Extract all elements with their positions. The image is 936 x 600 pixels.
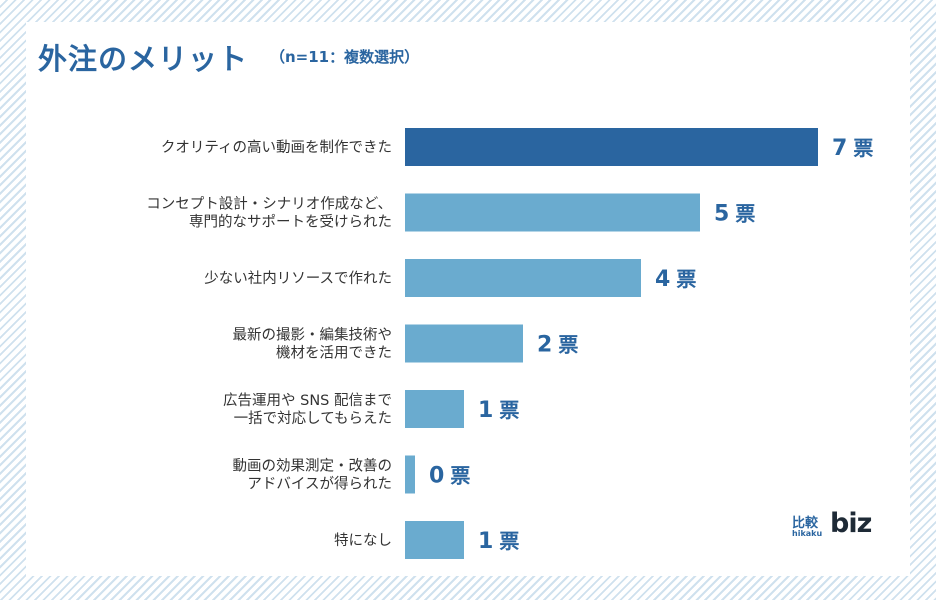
bar-3 xyxy=(405,324,523,363)
value-unit-3: 票 xyxy=(558,333,578,357)
chart-panel xyxy=(26,22,910,576)
bar-5 xyxy=(405,455,415,494)
bar-2 xyxy=(405,259,641,297)
logo-en-text: biz xyxy=(830,508,872,539)
value-unit-5: 票 xyxy=(450,464,470,488)
logo-sub-text: hikaku xyxy=(792,529,823,538)
category-label-2-0: 少ない社内リソースで作れた xyxy=(204,270,392,287)
category-label-1-0: コンセプト設計・シナリオ作成など、 xyxy=(146,196,392,213)
category-label-4-0: 広告運用や SNS 配信まで xyxy=(223,392,392,409)
chart-title: 外注のメリット xyxy=(38,42,249,76)
category-label-6-0: 特になし xyxy=(334,532,392,549)
value-unit-4: 票 xyxy=(499,398,519,422)
chart-subtitle: （n=11：複数選択） xyxy=(270,48,420,66)
value-unit-0: 票 xyxy=(853,136,873,160)
category-label-5-1: アドバイスが得られた xyxy=(247,476,392,493)
category-label-3-1: 機材を活用できた xyxy=(276,345,392,362)
category-label-1-1: 専門的なサポートを受けられた xyxy=(189,214,392,231)
category-label-4-1: 一括で対応してもらえた xyxy=(234,410,392,427)
bar-6 xyxy=(405,521,464,559)
bar-1 xyxy=(405,193,700,232)
category-label-0-0: クオリティの高い動画を制作できた xyxy=(161,139,392,156)
bar-4 xyxy=(405,390,464,428)
value-unit-6: 票 xyxy=(499,529,519,553)
category-label-5-0: 動画の効果測定・改善の xyxy=(233,458,393,475)
bar-0 xyxy=(405,128,818,166)
value-unit-2: 票 xyxy=(676,267,696,291)
value-unit-1: 票 xyxy=(735,202,755,226)
category-label-3-0: 最新の撮影・編集技術や xyxy=(233,327,393,344)
hikaku-biz-logo: 比較 hikaku biz xyxy=(792,508,872,542)
logo-jp-text: 比較 xyxy=(792,516,819,531)
